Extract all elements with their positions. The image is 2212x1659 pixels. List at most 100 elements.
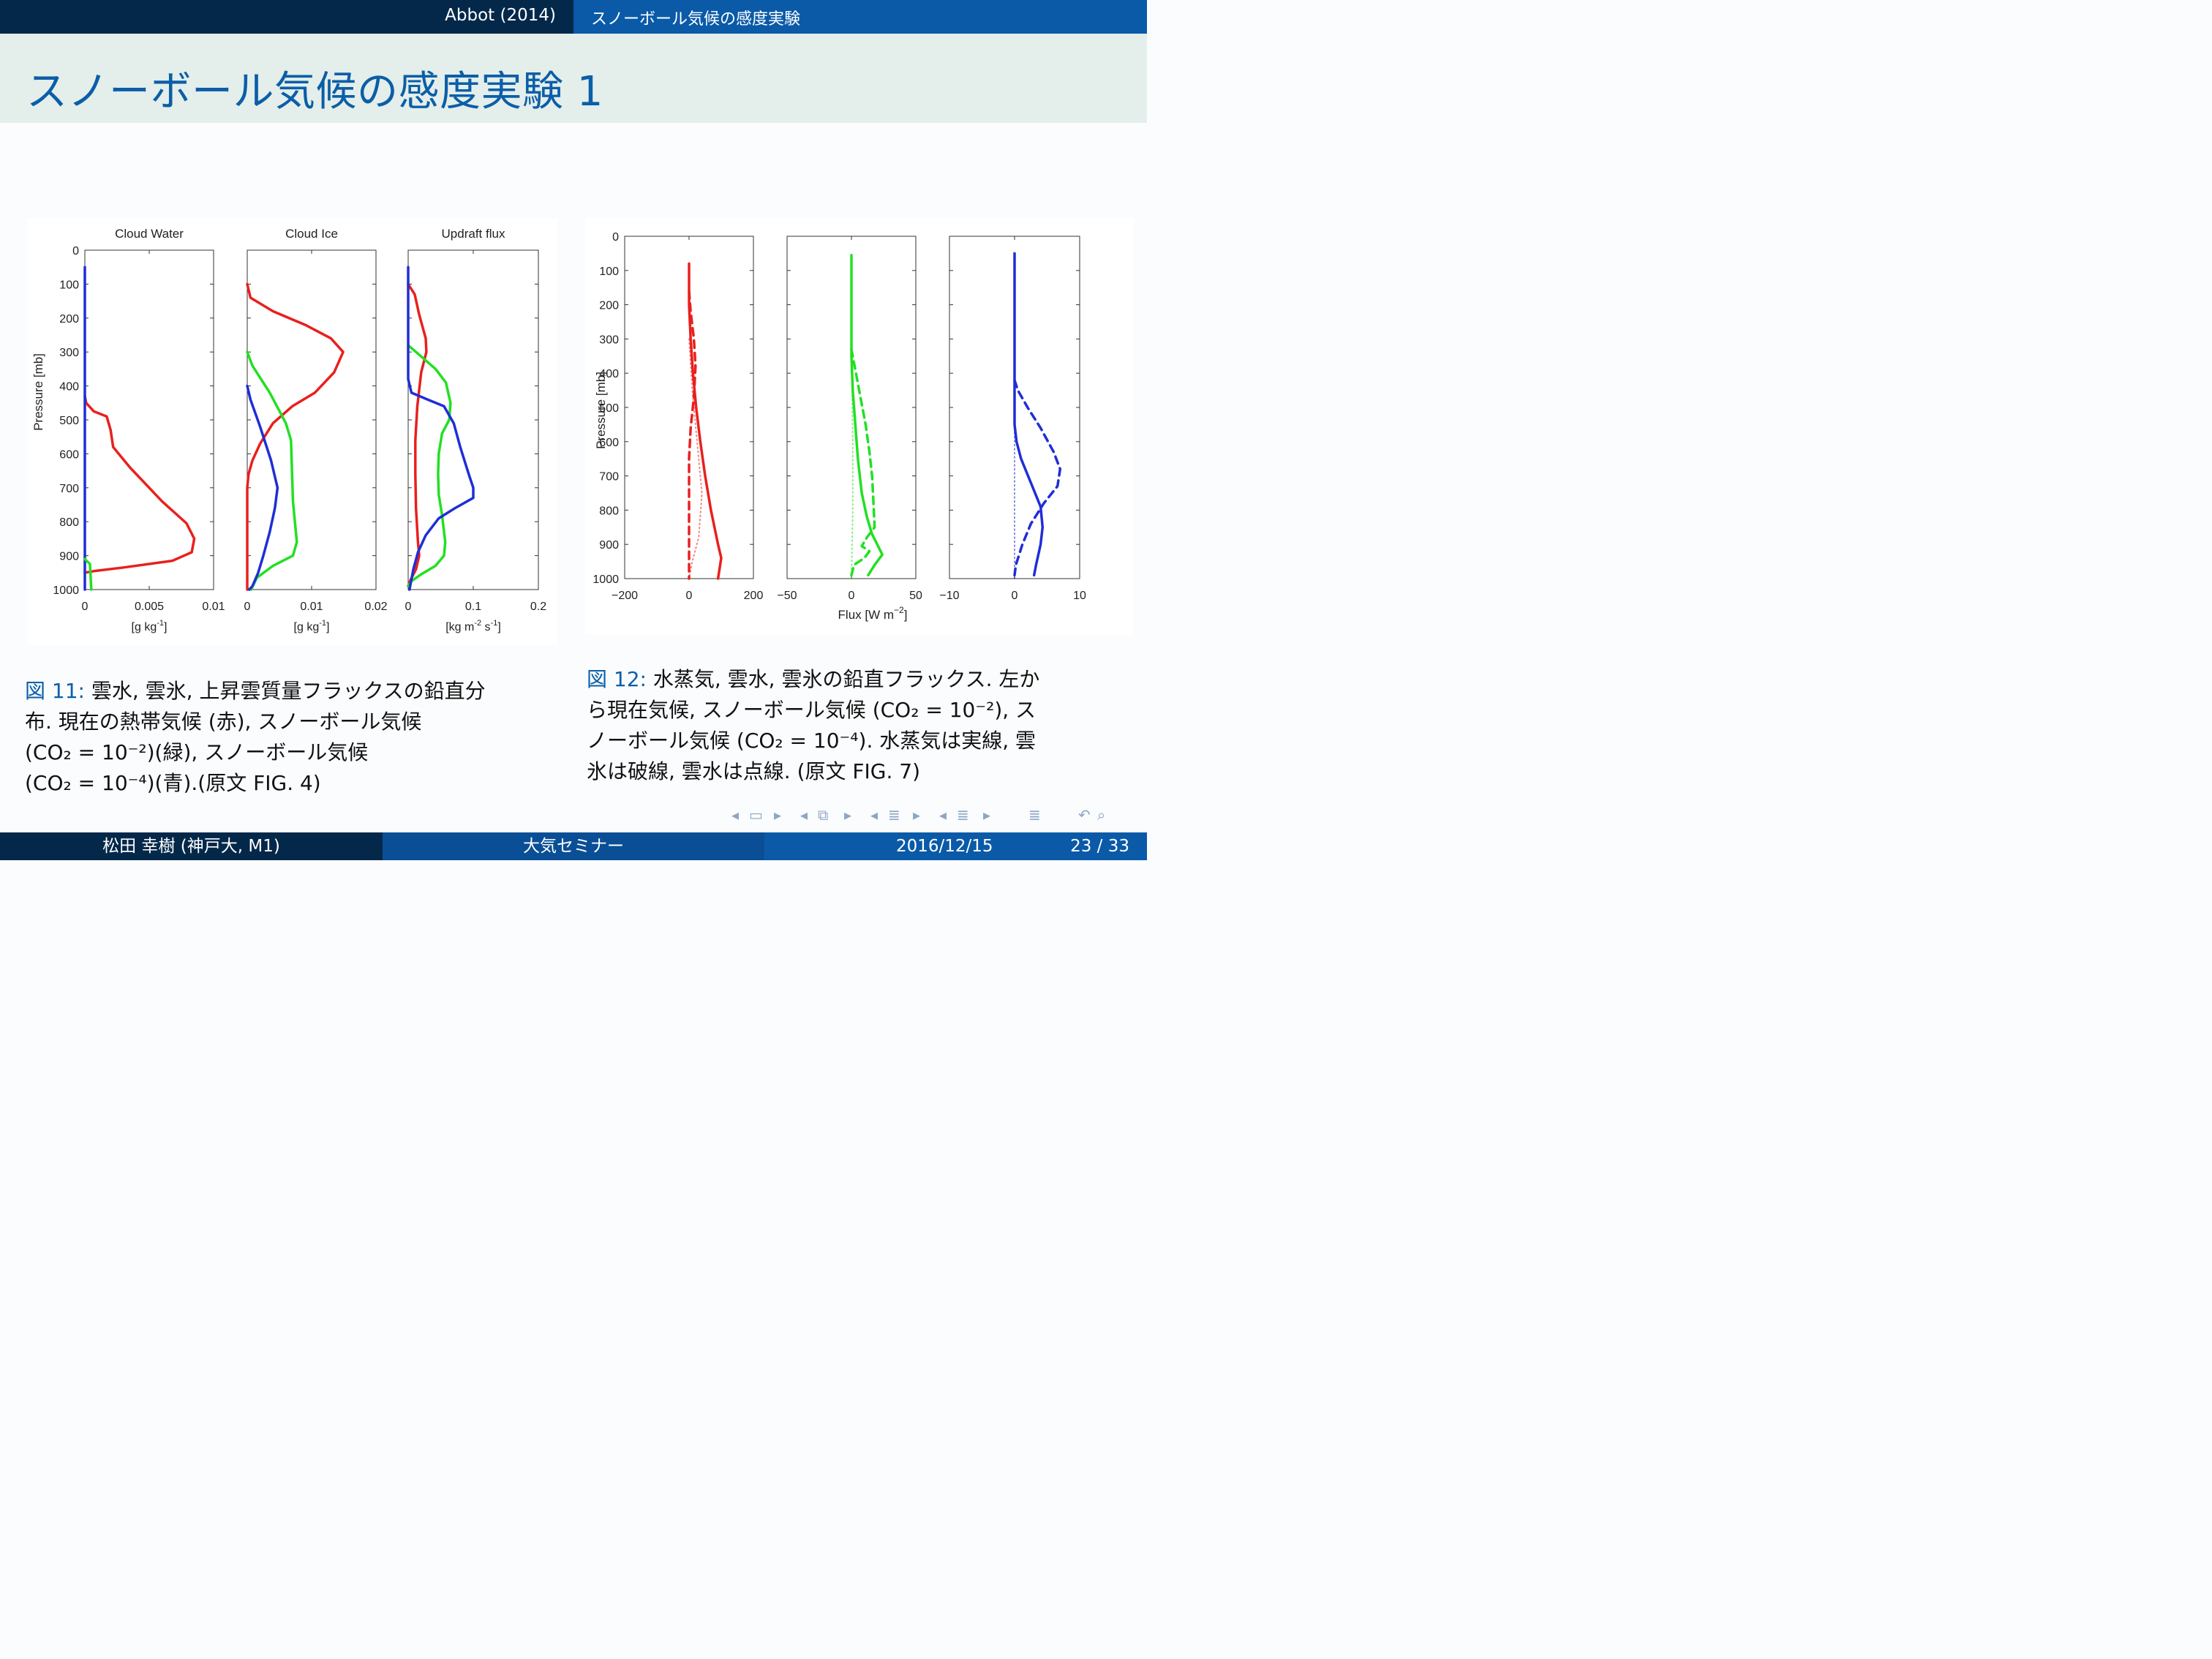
fig11-panel2-xtick-label: 0 xyxy=(244,601,251,613)
fig12-xlabel-sup: −2 xyxy=(894,605,904,615)
fig11-panel2-series-blue-line xyxy=(246,384,279,591)
fig11-panel1-series-red-line xyxy=(83,394,196,574)
fig12-panel2-xtick-label: 0 xyxy=(849,590,855,602)
nav-prev-frame-icon[interactable]: ◂ xyxy=(731,806,740,824)
fig11-panel-title: Updraft flux xyxy=(442,227,505,241)
nav-subsection-icon[interactable]: ⧉ xyxy=(818,806,829,824)
fig12-xlabel: Flux [W m−2] xyxy=(838,605,908,622)
fig12-panel2-series-green-dashed-line xyxy=(850,347,876,577)
fig11-panel3-xtick-label: 0.2 xyxy=(530,601,546,613)
fig12-panel3-xtick-label: −10 xyxy=(939,590,959,602)
fig11-panel1-ytick-label: 300 xyxy=(59,347,79,359)
fig11-panel3-series-red-line xyxy=(407,282,428,588)
headline-section-title[interactable]: スノーボール気候の感度実験 xyxy=(573,0,1147,34)
fig12-panel1-ytick-label: 0 xyxy=(612,231,619,244)
fig11-panel2-axes-box xyxy=(247,249,377,590)
caption-figure-11: 図 11: 雲水, 雲氷, 上昇雲質量フラックスの鉛直分 布. 現在の熱帯気候 … xyxy=(25,676,559,799)
fig11-xlabel-part: [g kg xyxy=(294,621,320,633)
fig12-panel2-series-green-dotted-line xyxy=(851,338,854,579)
caption-11-line2: 布. 現在の熱帯気候 (赤), スノーボール気候 xyxy=(25,710,422,734)
fig11-xlabel-2: [g kg-1] xyxy=(294,619,330,633)
nav-next-frame-icon[interactable]: ▸ xyxy=(774,806,782,824)
footline: 松田 幸樹 (神戸大, M1) 大気セミナー 2016/12/15 23 / 3… xyxy=(0,832,1147,860)
fig11-xlabel-part: ] xyxy=(497,621,500,633)
fig11-panel1-ytick-label: 400 xyxy=(59,381,79,394)
fig11-panel1-ytick-label: 200 xyxy=(59,313,79,326)
fig11-panel2-xtick-label: 0.02 xyxy=(364,601,387,613)
nav-section-icon[interactable]: ≣ xyxy=(888,806,900,824)
fig11-panel3-xtick-label: 0 xyxy=(405,601,412,613)
nav-search-icon[interactable]: ⌕ xyxy=(1097,806,1106,824)
fig11-panel3-series-green-line xyxy=(407,344,452,588)
fig11-xlabel-part: ] xyxy=(326,621,329,633)
fig11-panel1-ytick-label: 600 xyxy=(59,448,79,461)
fig12-panel1-xtick-label: 0 xyxy=(686,590,693,602)
fig11-panel1-series-green-line xyxy=(83,557,93,591)
figure-11-plot: Pressure [mb] Cloud Water 0 100 200 300 400 50… xyxy=(31,227,546,633)
fig12-panel3-xtick-label: 0 xyxy=(1012,590,1018,602)
figure-12-plot: Pressure [mb] Flux [W m−2] 0100200300400… xyxy=(592,231,1086,622)
footline-date: 2016/12/15 xyxy=(896,837,993,856)
fig12-xlabel-end: ] xyxy=(904,608,908,622)
fig12-panel1-xtick-label: −200 xyxy=(612,590,638,602)
fig12-panel1-ytick-label: 600 xyxy=(599,437,619,449)
fig12-panel1-ytick-label: 800 xyxy=(599,505,619,517)
fig11-panel1-xtick-label: 0.01 xyxy=(202,601,225,613)
nav-next-subsection-icon[interactable]: ▸ xyxy=(844,806,852,824)
nav-frame-icon[interactable]: ▭ xyxy=(749,806,763,824)
fig12-panel1-ytick-label: 400 xyxy=(599,368,619,380)
fig11-xlabel-part: ] xyxy=(164,621,167,633)
caption-11-line1: 雲水, 雲氷, 上昇雲質量フラックスの鉛直分 xyxy=(84,679,486,703)
fig11-panel3-xtick-label: 0.1 xyxy=(465,601,481,613)
nav-prev-section-icon[interactable]: ◂ xyxy=(870,806,879,824)
fig11-panel1-ytick-label: 900 xyxy=(59,551,79,563)
headline-left-text: Abbot (2014) xyxy=(445,6,556,25)
footline-author: 松田 幸樹 (神戸大, M1) xyxy=(0,832,383,860)
nav-next-section-icon[interactable]: ▸ xyxy=(913,806,921,824)
nav-toc-icon[interactable]: ≣ xyxy=(1028,806,1041,824)
fig12-panel1-ytick-label: 100 xyxy=(599,266,619,278)
fig11-panel-title: Cloud Ice xyxy=(285,227,338,241)
fig11-ylabel: Pressure [mb] xyxy=(31,353,45,431)
fig11-xlabel-part: -1 xyxy=(491,619,498,628)
caption-12-label: 図 12: xyxy=(587,667,647,691)
fig12-panel1-series-red-solid-line xyxy=(688,262,723,580)
headline-section-author[interactable]: Abbot (2014) xyxy=(0,0,573,34)
fig11-panel1-ytick-label: 0 xyxy=(72,245,79,257)
nav-next-part-icon[interactable]: ▸ xyxy=(983,806,991,824)
fig11-panel1-ytick-label: 100 xyxy=(59,279,79,291)
fig12-panel1-ytick-label: 300 xyxy=(599,334,619,346)
fig11-xlabel-part: -2 xyxy=(474,619,481,628)
caption-11-label: 図 11: xyxy=(25,679,85,703)
nav-prev-part-icon[interactable]: ◂ xyxy=(939,806,947,824)
frame-title: スノーボール気候の感度実験 1 xyxy=(26,68,603,116)
footline-date-page: 2016/12/15 23 / 33 xyxy=(764,832,1147,860)
nav-part-icon[interactable]: ≣ xyxy=(957,806,969,824)
fig12-panel2-xtick-label: −50 xyxy=(777,590,797,602)
fig11-panel1-xtick-label: 0.005 xyxy=(135,601,164,613)
fig12-panel1-xtick-label: 200 xyxy=(744,590,764,602)
fig12-panel3-series-blue-dashed-line xyxy=(1013,378,1062,577)
caption-12-line1: 水蒸気, 雲水, 雲氷の鉛直フラックス. 左か xyxy=(646,667,1040,691)
fig11-panel1-xtick-label: 0 xyxy=(82,601,89,613)
caption-11-line3: (CO₂ = 10⁻²)(緑), スノーボール気候 xyxy=(25,740,369,764)
fig11-panel1-ytick-label: 500 xyxy=(59,415,79,427)
fig12-panel1-ytick-label: 900 xyxy=(599,539,619,552)
fig11-xlabel-part: -1 xyxy=(157,619,164,628)
figure-11: Pressure [mb] Cloud Water 0 100 200 300 400 50… xyxy=(28,218,557,645)
fig11-xlabel-3: [kg m-2 s-1] xyxy=(445,619,501,633)
nav-prev-subsection-icon[interactable]: ◂ xyxy=(800,806,808,824)
fig11-panel2-series-red-line xyxy=(246,282,345,591)
fig12-panel3-series-blue-solid-line xyxy=(1013,252,1045,577)
fig11-xlabel-1: [g kg-1] xyxy=(132,619,168,633)
fig11-xlabel-part: [g kg xyxy=(132,621,157,633)
headline-right-text: スノーボール気候の感度実験 xyxy=(591,10,801,29)
fig12-panel1-ytick-label: 700 xyxy=(599,471,619,484)
fig11-panel2-xtick-label: 0.01 xyxy=(300,601,323,613)
fig11-xlabel-part: -1 xyxy=(319,619,326,628)
fig11-panel2-series-green-line xyxy=(246,350,298,591)
navigation-symbols: ◂ ▭ ▸ ◂ ⧉ ▸ ◂ ≣ ▸ ◂ ≣ ▸ ≣ ↶ ⌕ xyxy=(731,806,1141,825)
nav-back-icon[interactable]: ↶ xyxy=(1078,806,1091,824)
caption-11-line4: (CO₂ = 10⁻⁴)(青).(原文 FIG. 4) xyxy=(25,771,321,795)
footline-page-number: 23 / 33 xyxy=(1070,837,1129,856)
